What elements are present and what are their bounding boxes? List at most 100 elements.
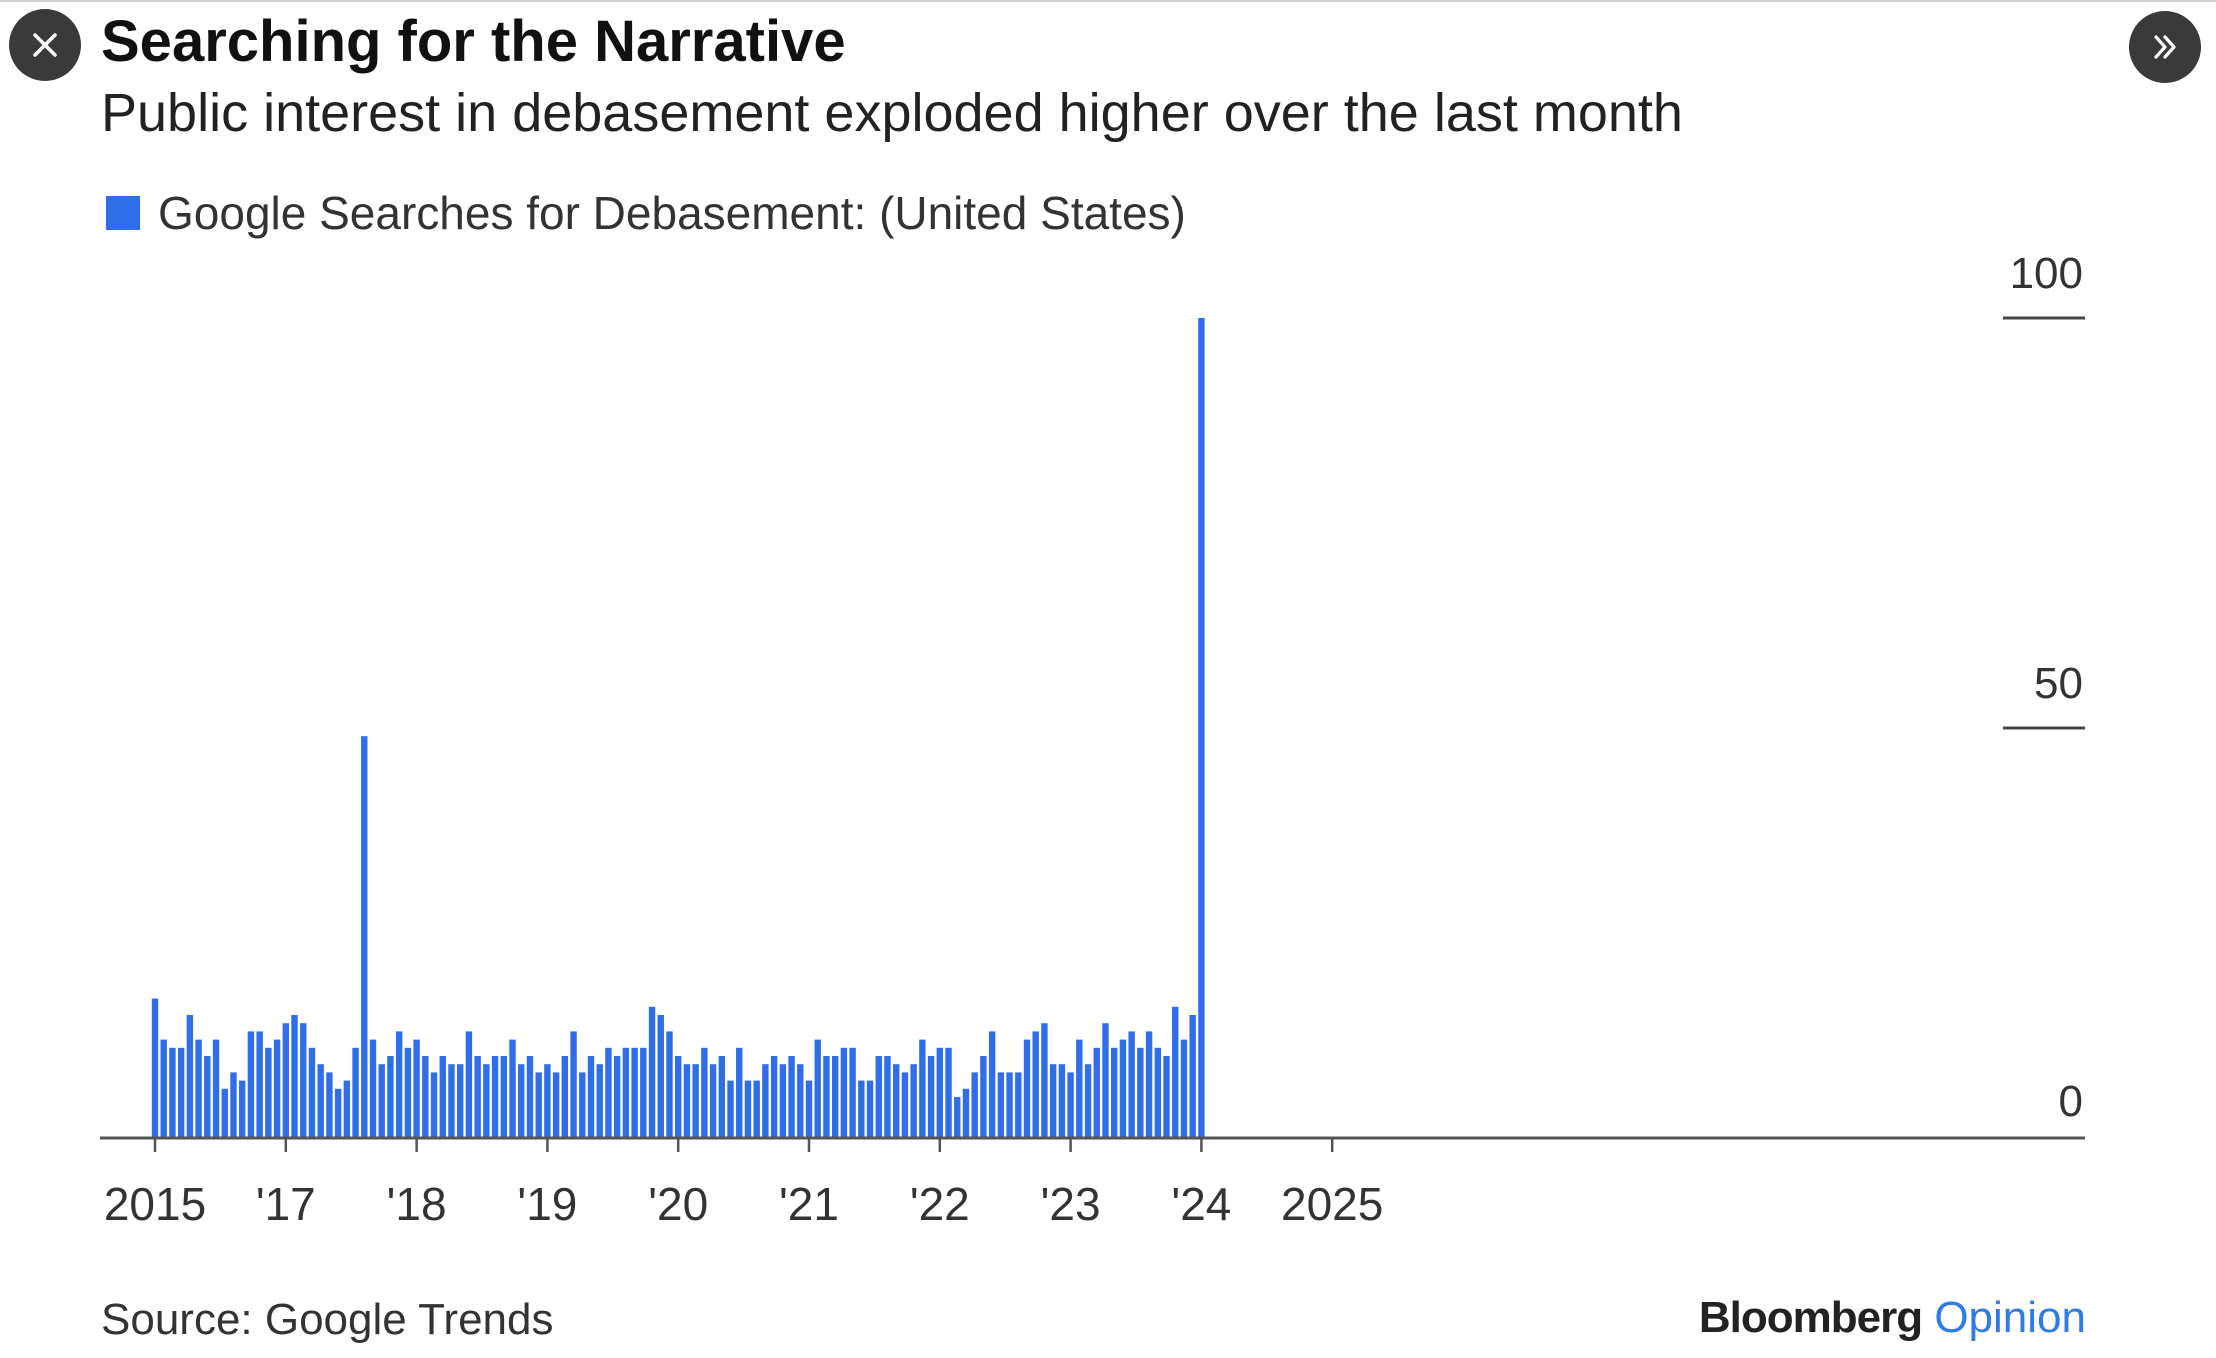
bar [596, 1064, 603, 1138]
close-button[interactable] [9, 9, 81, 81]
bar [823, 1056, 830, 1138]
bar [256, 1031, 263, 1138]
bar [1111, 1047, 1118, 1138]
bar [1189, 1015, 1196, 1138]
bar [535, 1072, 542, 1138]
x-tick-label: '21 [779, 1178, 839, 1230]
bar [308, 1047, 316, 1138]
bar [552, 1072, 560, 1138]
bar [378, 1064, 385, 1138]
bar [736, 1047, 743, 1138]
bar [1049, 1064, 1057, 1138]
bar [1023, 1039, 1031, 1138]
bar [613, 1056, 621, 1138]
bar [849, 1047, 856, 1138]
bar [709, 1064, 717, 1138]
bar [1084, 1064, 1092, 1138]
bar [169, 1047, 176, 1138]
top-border [0, 0, 2216, 2]
x-axis-ticks: 2015 '17 '18 '19 '20 '21 '22 '23 '24 2025 [104, 1138, 1383, 1230]
x-tick-label: 2015 [104, 1178, 206, 1230]
source-note: Source: Google Trends [101, 1295, 554, 1344]
legend: Google Searches for Debasement: (United … [106, 186, 1186, 240]
bar [265, 1047, 272, 1138]
bar [500, 1056, 507, 1138]
chart-title: Searching for the Narrative [101, 9, 846, 74]
bar [831, 1056, 839, 1138]
bar [422, 1056, 429, 1138]
bar [640, 1047, 647, 1138]
bar [352, 1047, 359, 1138]
bar [683, 1064, 691, 1138]
bar [910, 1064, 917, 1138]
bar [884, 1056, 891, 1138]
bar [805, 1080, 813, 1138]
bar [1145, 1031, 1153, 1138]
legend-label: Google Searches for Debasement: (United … [158, 187, 1186, 239]
bar [404, 1047, 412, 1138]
bar [151, 998, 159, 1138]
bar [753, 1080, 760, 1138]
bar [395, 1031, 403, 1138]
bar [962, 1088, 970, 1138]
bar [605, 1047, 612, 1138]
bar [474, 1056, 481, 1138]
legend-swatch [106, 196, 140, 230]
brand-accent: Opinion [1934, 1293, 2086, 1342]
bar [195, 1039, 202, 1138]
bar [945, 1047, 952, 1138]
x-tick-label: 2025 [1281, 1178, 1383, 1230]
bar [814, 1039, 821, 1138]
bar [361, 736, 368, 1138]
bar [1119, 1039, 1127, 1138]
close-icon [33, 33, 57, 57]
bar [901, 1072, 909, 1138]
bar [212, 1039, 220, 1138]
y-tick-label: 50 [2034, 659, 2083, 708]
bar [177, 1047, 185, 1138]
bar [675, 1056, 682, 1138]
bar [1137, 1047, 1144, 1138]
bar [544, 1064, 551, 1138]
bar [657, 1015, 664, 1138]
bar [570, 1031, 577, 1138]
x-tick-label: '24 [1171, 1178, 1231, 1230]
bar [744, 1080, 752, 1138]
bar [858, 1080, 865, 1138]
bar [1172, 1006, 1179, 1138]
bar [1076, 1039, 1083, 1138]
bar [343, 1080, 351, 1138]
bar [291, 1015, 298, 1138]
bar [997, 1072, 1005, 1138]
bar [1198, 318, 1205, 1138]
bar [1154, 1047, 1161, 1138]
bar [893, 1064, 900, 1138]
bar [1015, 1072, 1022, 1138]
bar [1102, 1023, 1109, 1138]
bar [518, 1064, 525, 1138]
bar [666, 1031, 673, 1138]
bar [273, 1039, 281, 1138]
bar [971, 1072, 978, 1138]
bar [221, 1088, 228, 1138]
bar [465, 1031, 473, 1138]
bar [770, 1056, 778, 1138]
bar [692, 1064, 699, 1138]
bar [919, 1039, 926, 1138]
bar [247, 1031, 255, 1138]
bar [186, 1015, 194, 1138]
bar [326, 1072, 333, 1138]
bar [954, 1097, 961, 1138]
bar [1006, 1072, 1013, 1138]
bar-chart: 0 50 100 2015 '17 '18 '19 '20 '21 '22 '23 '24 2025 [100, 249, 2085, 1230]
bar [204, 1056, 211, 1138]
bar [483, 1064, 490, 1138]
bar [866, 1080, 874, 1138]
bar [439, 1056, 446, 1138]
bar [788, 1056, 795, 1138]
bar [239, 1080, 246, 1138]
x-tick-label: '18 [387, 1178, 447, 1230]
bar [840, 1047, 848, 1138]
bar [300, 1023, 307, 1138]
expand-button[interactable] [2129, 11, 2201, 83]
